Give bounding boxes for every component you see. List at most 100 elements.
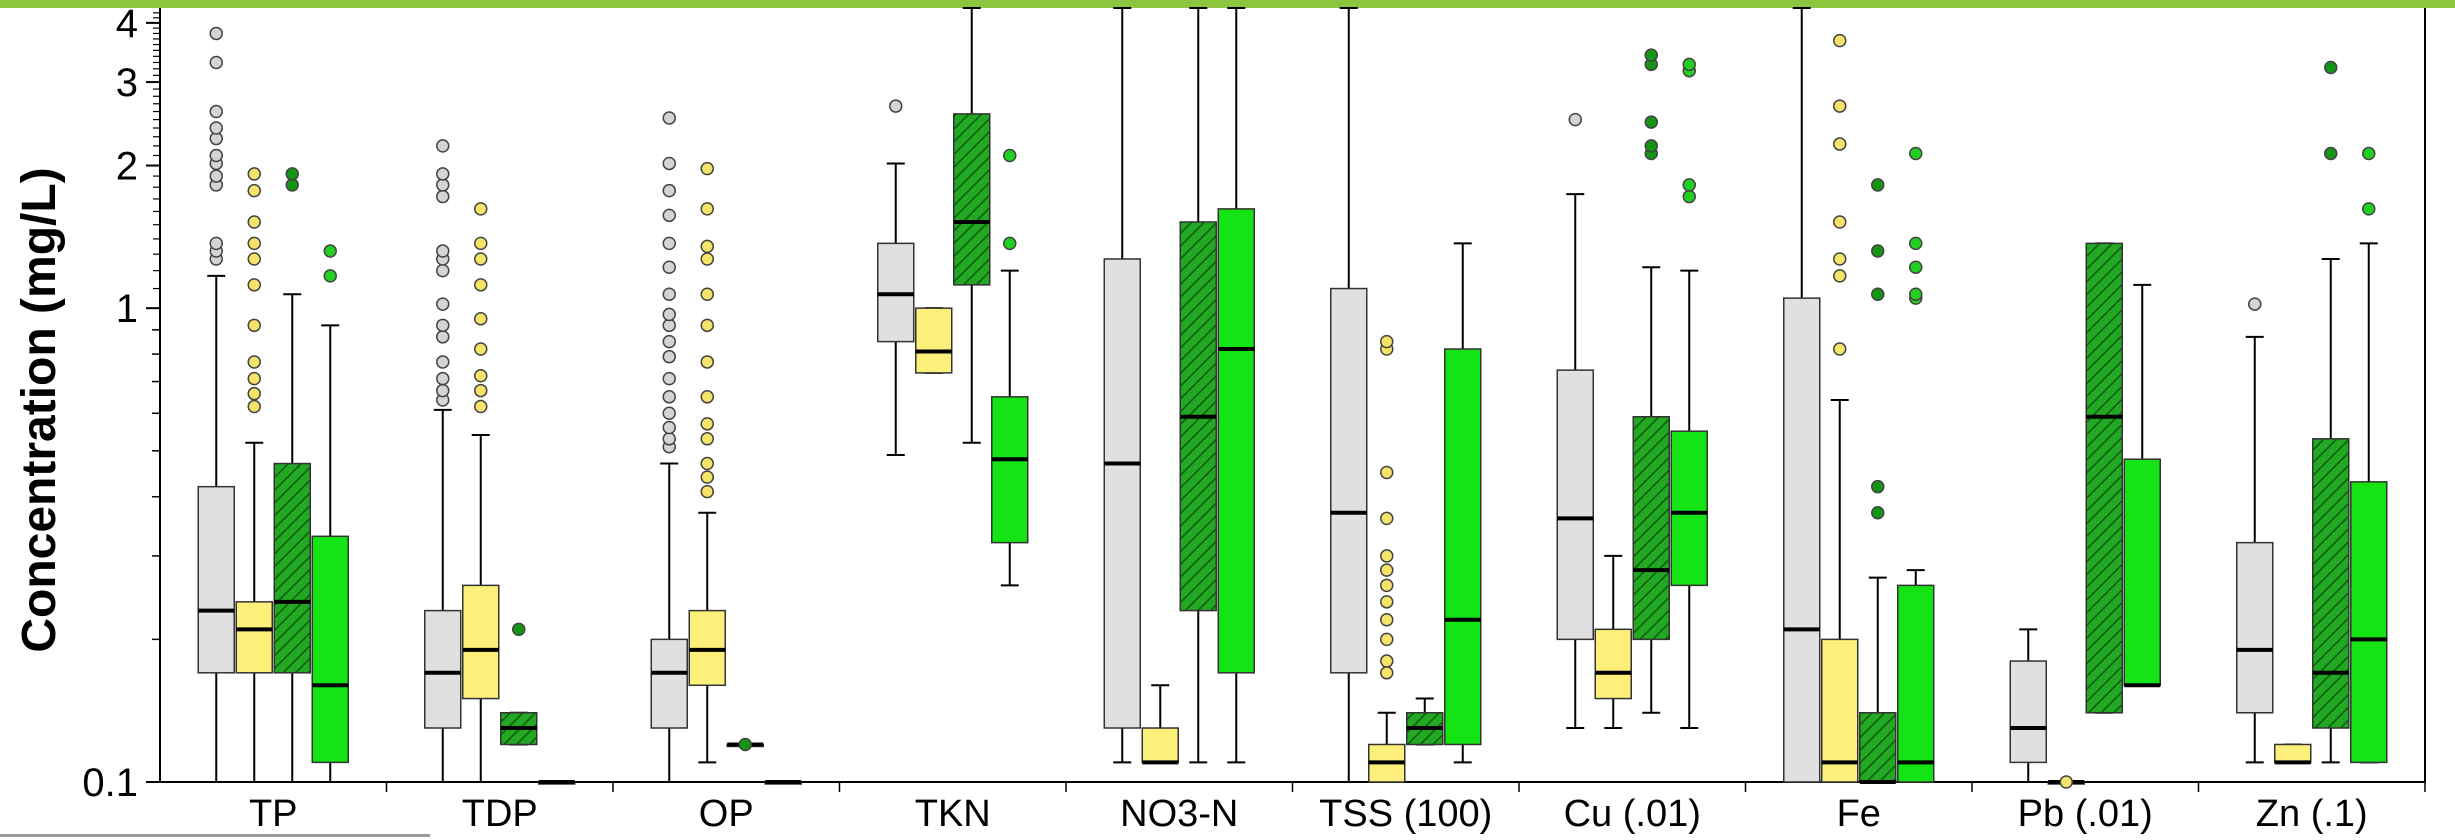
outlier-point: [436, 244, 450, 258]
iqr-box: [2274, 743, 2312, 764]
box-series: [197, 7, 2388, 789]
box-yellow: [235, 167, 273, 783]
outlier-point: [662, 420, 676, 435]
outlier-point: [436, 139, 450, 153]
outlier-point: [1380, 612, 1394, 627]
outlier-point: [247, 215, 261, 229]
outlier-point: [285, 178, 299, 192]
outlier-point: [1871, 479, 1885, 494]
iqr-box: [1594, 628, 1632, 700]
outlier-point: [1682, 189, 1696, 204]
y-tick-label: 1: [116, 287, 138, 331]
box-light-gray: [1556, 112, 1594, 730]
outlier-point: [738, 737, 752, 752]
box-yellow: [1368, 334, 1406, 783]
outlier-point: [436, 383, 450, 398]
plot-frame: [159, 8, 2426, 783]
outlier-point: [1833, 33, 1847, 48]
y-tick-label: 0.1: [82, 761, 138, 805]
iqr-box: [2350, 481, 2388, 764]
outlier-point: [474, 342, 488, 356]
box-green: [2350, 146, 2388, 764]
box-green: [764, 780, 802, 785]
box-green: [538, 780, 576, 785]
box-green: [311, 244, 349, 783]
outlier-point: [247, 278, 261, 292]
box-green-hatched: [1406, 697, 1444, 746]
iqr-box: [2236, 541, 2274, 714]
outlier-point: [323, 269, 337, 283]
outlier-point: [323, 244, 337, 258]
outlier-point: [1003, 148, 1017, 163]
outlier-point: [436, 297, 450, 311]
outlier-point: [209, 55, 223, 70]
outlier-point: [474, 278, 488, 292]
box-green: [991, 148, 1029, 587]
outlier-point: [662, 260, 676, 274]
outlier-point: [1380, 465, 1394, 480]
box-green-hatched: [1859, 178, 1897, 784]
outlier-point: [2324, 146, 2338, 161]
outlier-point: [474, 369, 488, 383]
box-green-hatched: [500, 622, 538, 746]
outlier-point: [1380, 666, 1394, 680]
outlier-point: [209, 26, 223, 41]
box-light-gray: [1783, 7, 1821, 783]
box-green: [1670, 57, 1708, 730]
box-yellow: [915, 307, 953, 374]
outlier-point: [700, 417, 714, 431]
x-tick-label: Pb (.01): [2018, 793, 2153, 835]
outlier-point: [662, 287, 676, 301]
outlier-point: [436, 178, 450, 192]
outlier-point: [1833, 215, 1847, 229]
iqr-box: [1821, 638, 1859, 783]
y-tick-label: 4: [116, 2, 138, 46]
box-green: [2123, 283, 2161, 688]
outlier-point: [209, 104, 223, 119]
box-green-hatched: [726, 737, 764, 752]
iqr-box: [1141, 727, 1179, 764]
y-axis-label: Concentration (mg/L): [13, 167, 66, 652]
outlier-point: [700, 456, 714, 471]
outlier-point: [247, 183, 261, 198]
top-accent-rule: [0, 0, 2455, 8]
outlier-point: [1644, 48, 1658, 62]
outlier-point: [436, 355, 450, 369]
outlier-point: [662, 371, 676, 386]
outlier-point: [662, 432, 676, 446]
outlier-point: [1380, 549, 1394, 563]
outlier-point: [662, 406, 676, 421]
box-yellow: [1141, 684, 1179, 765]
box-green: [1217, 7, 1255, 764]
outlier-point: [1909, 287, 1923, 301]
x-tick-label: NO3-N: [1120, 793, 1238, 835]
y-axis: 0.1 1 2 3 4: [82, 2, 160, 805]
box-green-hatched: [2312, 60, 2350, 764]
outlier-point: [247, 355, 261, 369]
outlier-point: [1568, 112, 1582, 127]
x-tick-label: Fe: [1837, 793, 1881, 835]
iqr-box: [2312, 438, 2350, 729]
x-tick-label: OP: [699, 793, 754, 835]
outlier-point: [889, 99, 903, 113]
iqr-box: [1103, 258, 1141, 729]
iqr-box: [235, 601, 273, 674]
outlier-point: [700, 484, 714, 499]
outlier-point: [1380, 595, 1394, 609]
iqr-box: [2123, 458, 2161, 687]
outlier-point: [1833, 269, 1847, 283]
box-green-hatched: [2085, 242, 2123, 714]
box-green: [1444, 242, 1482, 764]
y-tick-label: 3: [116, 61, 138, 105]
outlier-point: [700, 355, 714, 369]
outlier-point: [1833, 99, 1847, 113]
outlier-point: [209, 169, 223, 183]
outlier-point: [1909, 260, 1923, 274]
x-tick-label: TSS (100): [1319, 793, 1492, 835]
outlier-point: [1003, 236, 1017, 251]
outlier-point: [700, 470, 714, 484]
outlier-point: [662, 349, 676, 364]
outlier-point: [247, 167, 261, 181]
outlier-point: [209, 121, 223, 135]
outlier-point: [700, 239, 714, 254]
